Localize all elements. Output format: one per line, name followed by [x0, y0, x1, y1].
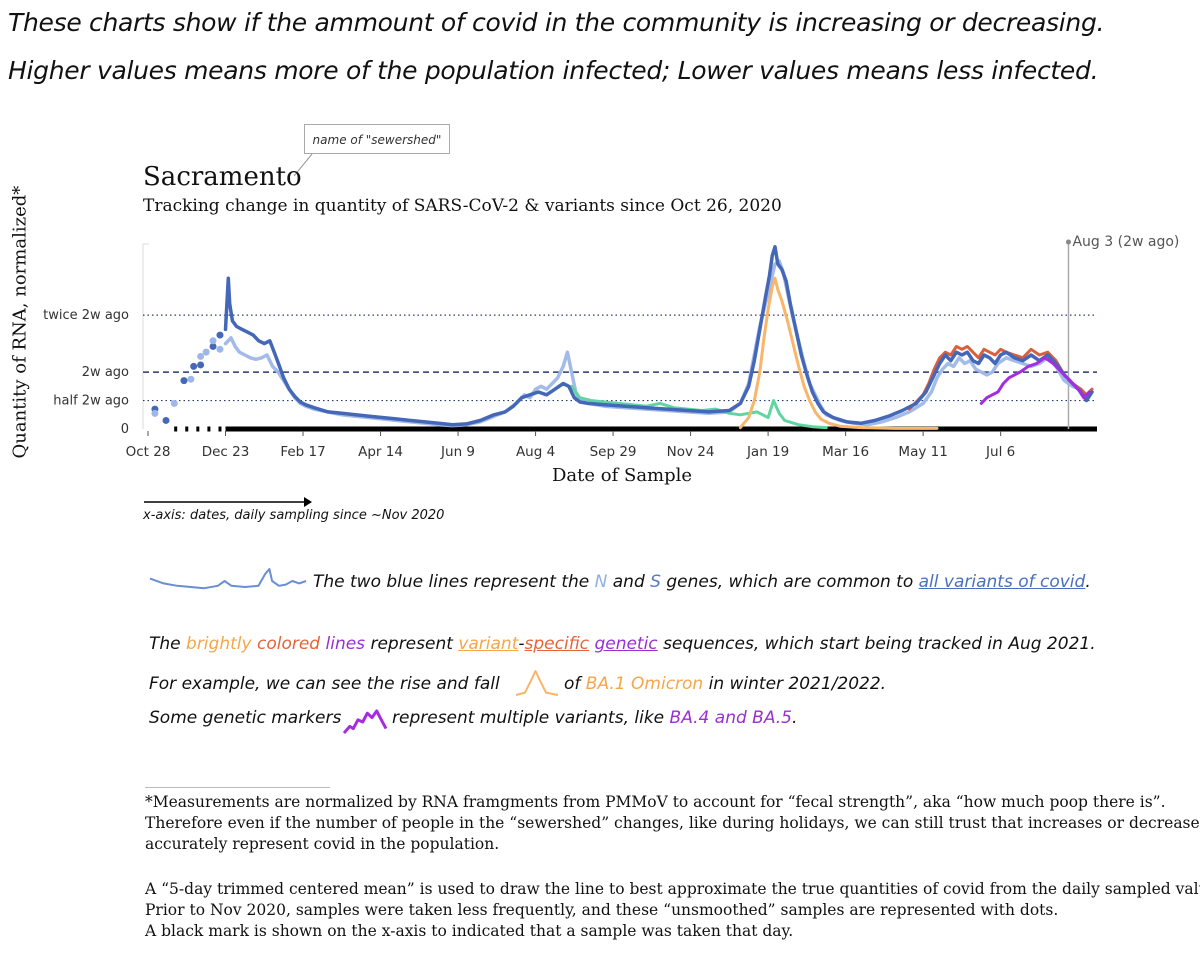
latest-marker-label: Aug 3 (2w ago) [1072, 234, 1179, 250]
footnote-line-1: *Measurements are normalized by RNA fram… [145, 793, 1166, 811]
sample-dot [170, 399, 178, 407]
footnote-line-6: A black mark is shown on the x-axis to i… [145, 922, 794, 940]
explain-line-4-a: Some genetic markers [149, 708, 342, 728]
explain-text: . [792, 708, 798, 728]
sample-mark [207, 426, 211, 432]
variant-word: variant [458, 634, 519, 654]
y-tick-label: 2w ago [82, 365, 129, 380]
explain-text: of [564, 674, 581, 694]
sample-dot [187, 375, 195, 383]
x-tick-label: Mar 16 [822, 444, 869, 460]
sample-dot [209, 337, 217, 345]
footnote-line-2: Therefore even if the number of people i… [145, 814, 1200, 832]
explain-text: - [518, 634, 525, 654]
explain-text: sequences, which start being tracked in … [663, 634, 1096, 654]
ba4-ba5-label: BA.4 and BA.5 [669, 708, 792, 728]
sample-dot [151, 409, 159, 417]
sample-dot [180, 377, 188, 385]
x-tick-label: Sep 29 [590, 444, 637, 460]
explain-text: and [612, 572, 645, 592]
n-gene-label: N [594, 572, 608, 592]
x-tick-label: Oct 28 [126, 444, 171, 460]
sample-mark [185, 426, 189, 432]
explain-text: represent multiple variants, like [392, 708, 665, 728]
explain-text: in winter 2021/2022. [708, 674, 887, 694]
chart-subtitle: Tracking change in quantity of SARS-CoV-… [143, 196, 782, 216]
purple-wiggle [342, 709, 388, 734]
sample-mark [218, 426, 222, 432]
x-axis-label: Date of Sample [552, 465, 693, 486]
explain-line-4-b: represent multiple variants, like BA.4 a… [392, 708, 797, 728]
sample-dot [197, 361, 205, 369]
sample-dot [216, 331, 224, 339]
sample-mark [196, 426, 200, 432]
latest-marker-dot [1065, 239, 1071, 245]
footnote-line-3: accurately represent covid in the popula… [145, 835, 500, 853]
x-tick-label: Jul 6 [985, 444, 1015, 460]
orange-bump [515, 670, 559, 696]
explain-line-2: The brightly colored lines represent var… [149, 634, 1096, 654]
sample-dot [162, 416, 170, 424]
sample-dot [190, 362, 198, 370]
all-variants-link[interactable]: all variants of covid [918, 572, 1086, 592]
brightly-word: brightly [186, 634, 252, 654]
sample-dot [197, 352, 205, 360]
specific-word: specific [524, 634, 590, 654]
explain-line-1: The two blue lines represent the N and S… [313, 572, 1091, 592]
footnote-divider [145, 787, 330, 788]
chart-plot: 0 half 2w ago 2w ago twice 2w ago Oct 28 Dec … [43, 234, 1179, 460]
explain-line-3-a: For example, we can see the rise and fal… [149, 674, 500, 694]
footnote-line-5: Prior to Nov 2020, samples were taken le… [145, 901, 1059, 919]
blue-sample-line [149, 568, 307, 590]
sewershed-callout: name of "sewershed" [304, 124, 450, 154]
explain-text: represent [370, 634, 453, 654]
colored-word: colored [256, 634, 321, 654]
lines-word: lines [325, 634, 366, 654]
x-tick-label: Aug 4 [516, 444, 555, 460]
intro-line-2: Higher values means more of the populati… [8, 56, 1099, 85]
omicron-label: BA.1 Omicron [585, 674, 704, 694]
explain-text: . [1085, 572, 1091, 592]
series-line-s [223, 245, 1094, 427]
s-gene-label: S [650, 572, 661, 592]
sample-dot [202, 348, 210, 356]
genetic-word: genetic [594, 634, 658, 654]
sample-dot [216, 345, 224, 353]
explain-text: The [149, 634, 181, 654]
series-line-orange-marker [738, 276, 939, 430]
x-tick-label: May 11 [898, 444, 947, 460]
sample-mark [174, 426, 178, 432]
omicron-bump-glyph [515, 670, 559, 696]
x-axis-note: x-axis: dates, daily sampling since ~Nov… [143, 508, 445, 523]
x-tick-label: Dec 23 [202, 444, 250, 460]
purple-wiggle-glyph [342, 709, 388, 734]
y-axis-line [142, 243, 149, 429]
footnote-line-4: A “5-day trimmed centered mean” is used … [145, 880, 1200, 898]
explain-line-3-b: of BA.1 Omicron in winter 2021/2022. [564, 674, 886, 694]
x-tick-label: Nov 24 [667, 444, 715, 460]
x-tick-label: Apr 14 [358, 444, 403, 460]
series-line-green-marker [570, 384, 828, 430]
callout-pointer [293, 153, 313, 177]
blue-lines-glyph [149, 568, 307, 590]
y-tick-label: twice 2w ago [43, 308, 129, 323]
y-tick-label: 0 [121, 422, 129, 437]
x-axis-arrow [144, 497, 312, 507]
x-tick-label: Feb 17 [280, 444, 325, 460]
y-tick-label: half 2w ago [53, 394, 129, 409]
x-tick-label: Jun 9 [440, 444, 475, 460]
series-line-n [223, 259, 1083, 428]
explain-text: genes, which are common to [666, 572, 914, 592]
series-line-purple-marker [979, 356, 1091, 405]
chart-title: Sacramento [143, 162, 302, 192]
sample-dot [209, 342, 217, 350]
intro-line-1: These charts show if the ammount of covi… [8, 8, 1105, 37]
x-tick-label: Jan 19 [746, 444, 789, 460]
explain-text: The two blue lines represent the [313, 572, 590, 592]
